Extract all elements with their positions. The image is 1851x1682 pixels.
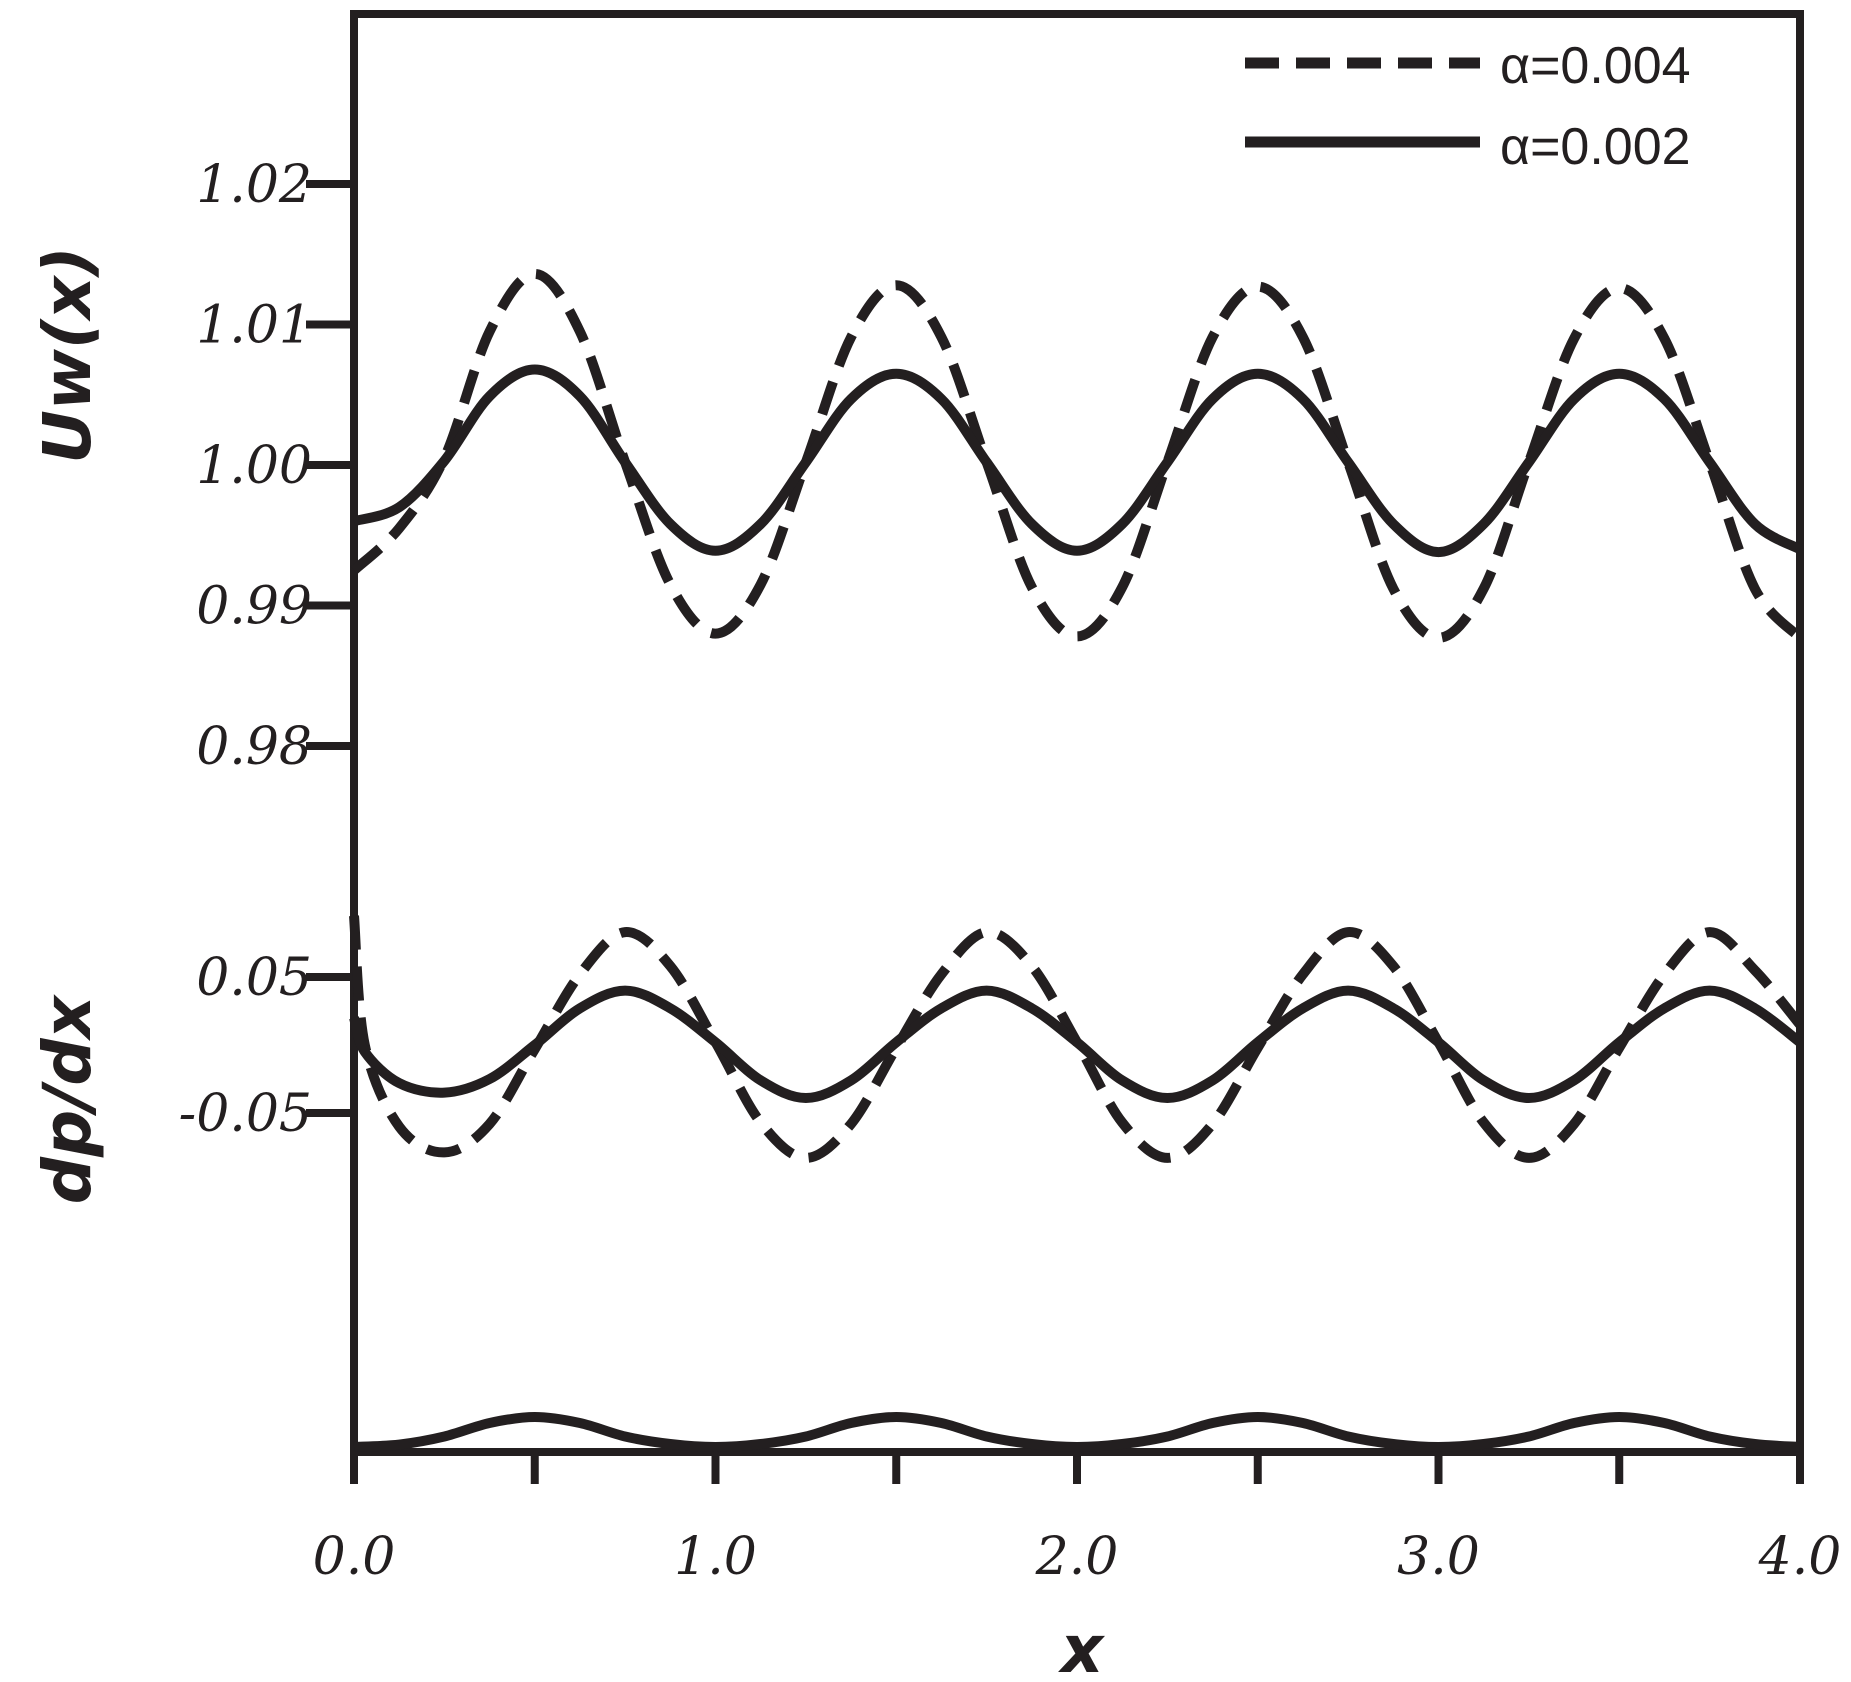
x-tick-label: 0.0	[313, 1527, 396, 1587]
series-line-alpha-0002-panel-1	[349, 985, 1804, 1103]
y-tick-label: 0.99	[196, 577, 312, 637]
y-tick-label: 1.02	[196, 155, 312, 215]
legend: α=0.004 α=0.002	[1245, 37, 1691, 176]
y-tick-label: 0.05	[196, 948, 312, 1008]
series-line-alpha-0002-panel-0	[352, 364, 1803, 558]
legend-label-alpha-0002: α=0.002	[1500, 118, 1691, 176]
y-axis-ticks: 1.02 1.01 1.00 0.99 0.98 0.05 -0.05	[179, 155, 354, 1144]
x-axis-ticks: 0.0 1.0 2.0 3.0 4.0	[313, 1452, 1842, 1587]
x-tick-label: 1.0	[674, 1527, 757, 1587]
y-tick-label: 0.98	[196, 717, 312, 777]
plot-frame	[350, 10, 1804, 1456]
x-tick-label: 3.0	[1397, 1527, 1480, 1587]
plot-border	[350, 10, 1804, 1456]
y-tick-label: 1.01	[196, 296, 312, 356]
y-axis-title-dpdx: dp/dx	[29, 993, 106, 1204]
x-tick-label: 2.0	[1035, 1527, 1119, 1587]
series-layer	[349, 268, 1804, 1452]
x-tick-label: 4.0	[1758, 1527, 1842, 1587]
legend-label-alpha-0004: α=0.004	[1500, 37, 1691, 95]
series-line-alpha-0002-panel-2	[353, 1412, 1801, 1452]
x-axis-title: x	[1058, 1611, 1106, 1682]
y-tick-label: 1.00	[196, 436, 312, 496]
y-tick-label: -0.05	[179, 1084, 312, 1144]
y-axis-title-uw: Uw(x)	[29, 246, 106, 463]
series-line-alpha-0004-panel-0	[350, 268, 1804, 643]
